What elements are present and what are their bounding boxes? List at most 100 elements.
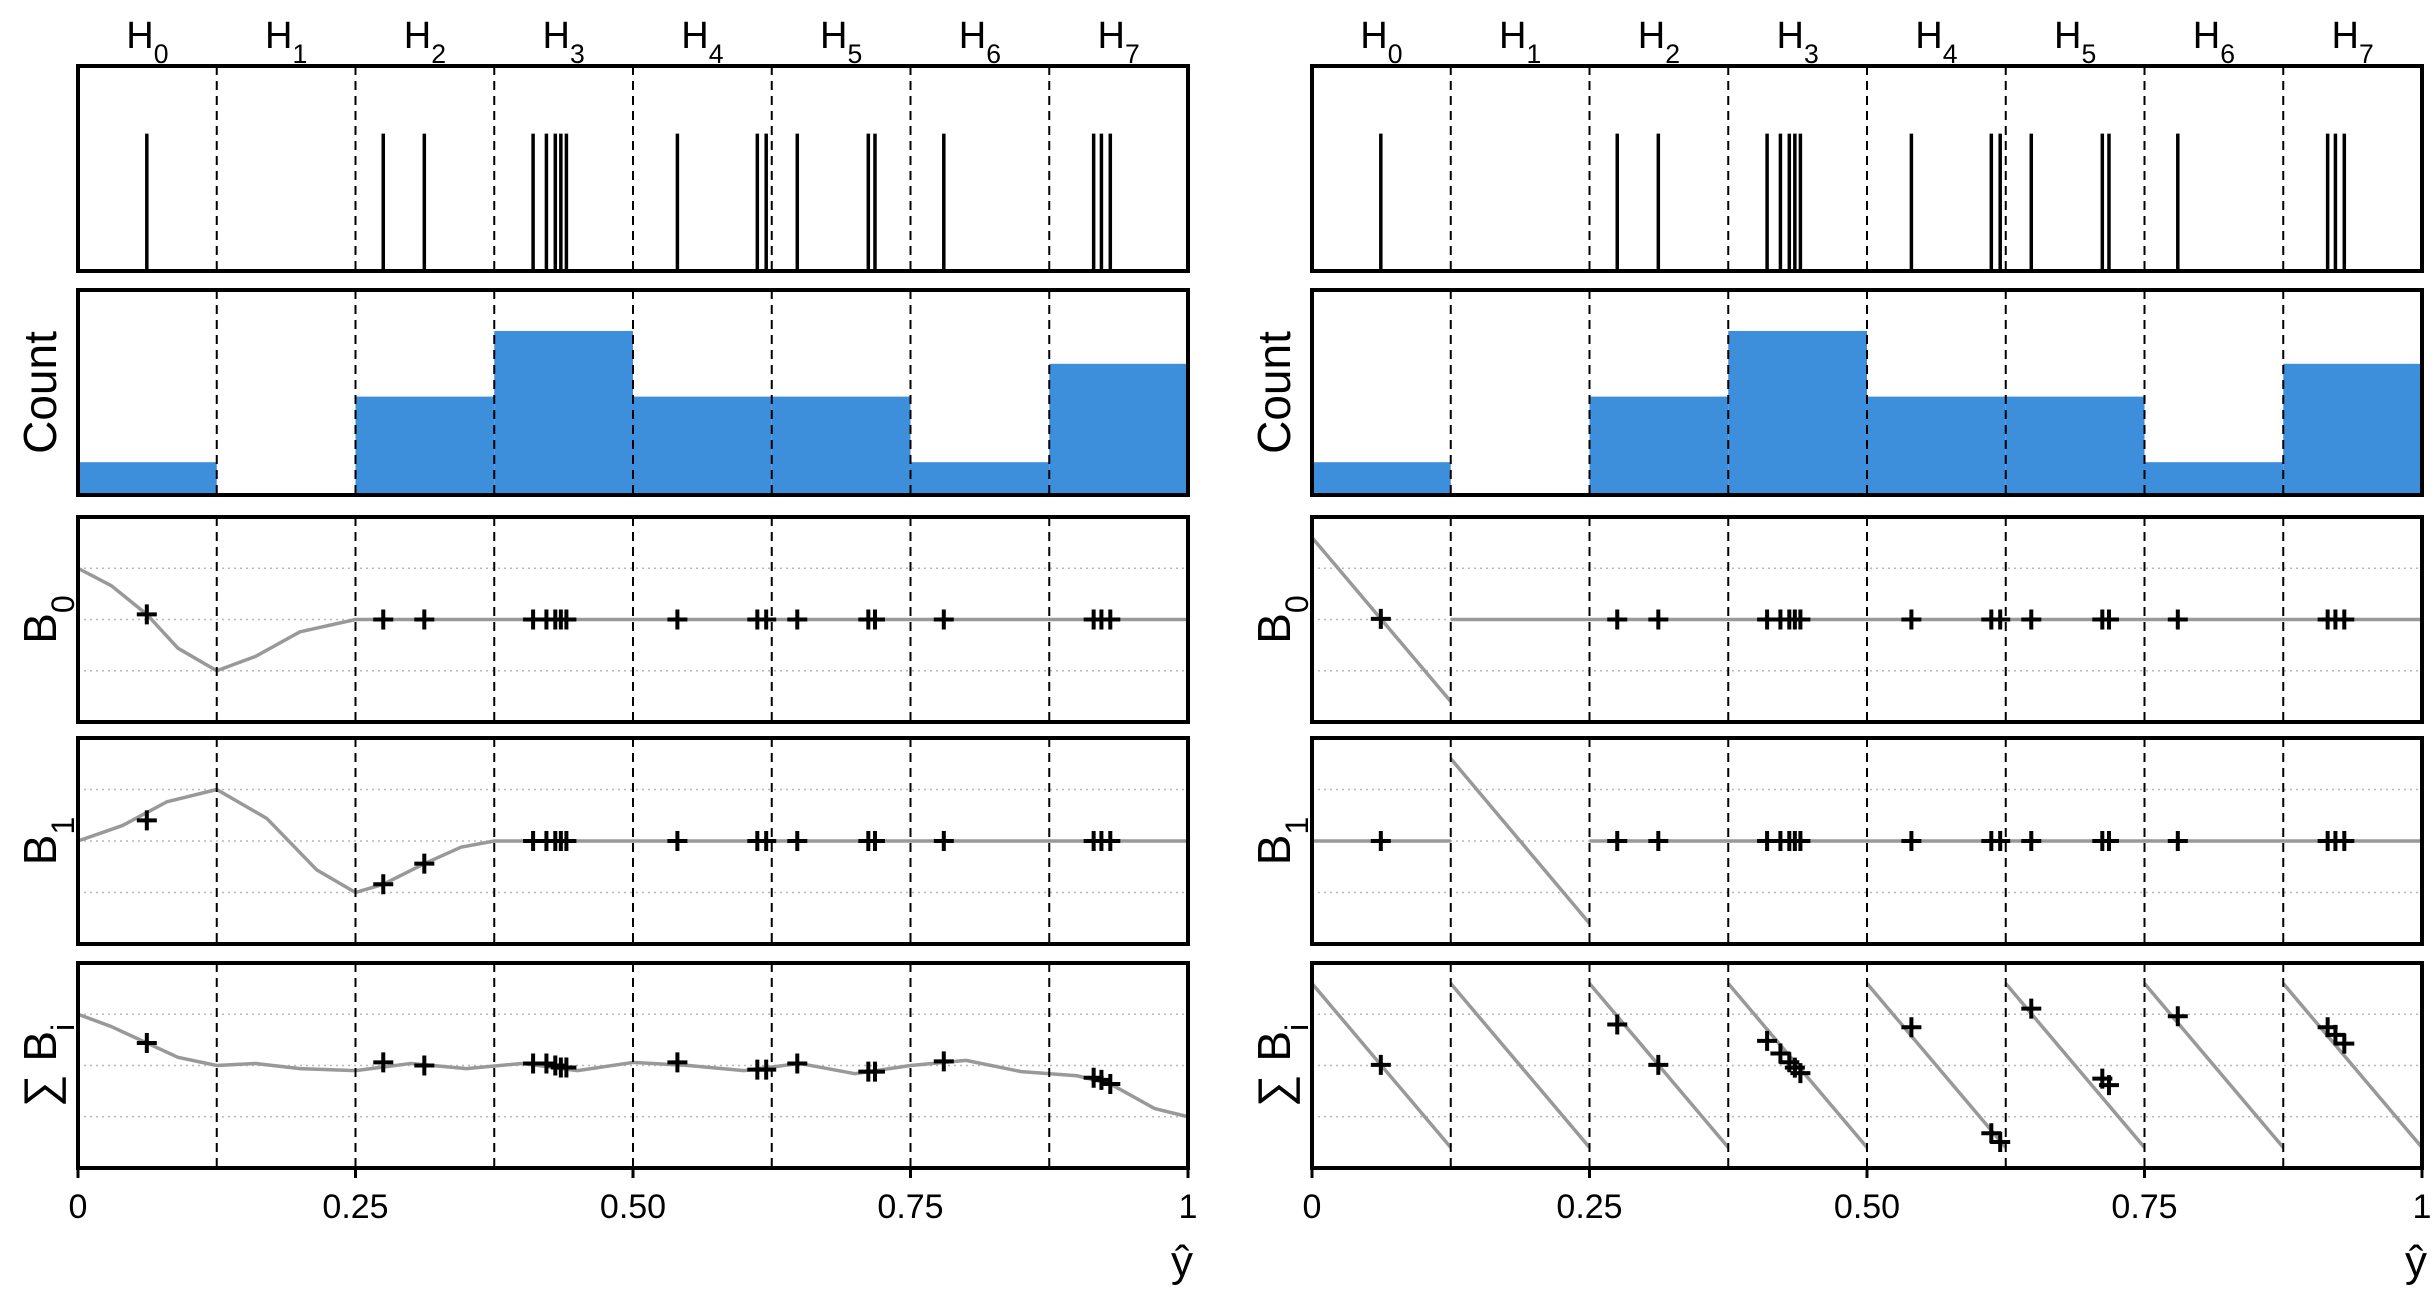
marker-B0-0 bbox=[1370, 608, 1391, 629]
ylabel-B1: B1 bbox=[14, 817, 81, 866]
marker-B0-11 bbox=[787, 609, 808, 630]
marker-B0-17 bbox=[2334, 609, 2355, 630]
marker-sum-16 bbox=[2325, 1024, 2346, 1045]
marker-sum-10 bbox=[1990, 1131, 2011, 1152]
panel-frame-0 bbox=[1310, 64, 2424, 273]
marker-sum-4 bbox=[1770, 1043, 1791, 1064]
bin-label-4: H4 bbox=[1915, 15, 1957, 69]
marker-B1-0 bbox=[136, 810, 157, 831]
bin-label-3: H3 bbox=[543, 15, 585, 69]
marker-B1-2 bbox=[414, 853, 435, 874]
marker-B1-11 bbox=[787, 831, 808, 851]
marker-sum-7 bbox=[1790, 1063, 1811, 1084]
bin-label-0: H0 bbox=[126, 15, 168, 69]
x-tick-label-4: 1 bbox=[2413, 1188, 2432, 1226]
count-bar-7 bbox=[2283, 363, 2422, 495]
x-tick-label-3: 0.75 bbox=[2111, 1188, 2177, 1226]
marker-B1-17 bbox=[2334, 831, 2355, 851]
count-bar-3 bbox=[1728, 331, 1867, 495]
count-bar-7 bbox=[1049, 363, 1188, 495]
marker-B1-14 bbox=[933, 831, 954, 851]
count-bar-5 bbox=[2005, 396, 2145, 495]
marker-B1-17 bbox=[1100, 831, 1121, 851]
marker-B0-14 bbox=[2167, 609, 2188, 630]
bin-label-7: H7 bbox=[2332, 15, 2374, 69]
marker-sum-13 bbox=[2098, 1075, 2119, 1096]
marker-B1-1 bbox=[373, 874, 394, 895]
bin-label-4: H4 bbox=[681, 15, 723, 69]
ylabel-B0: B0 bbox=[14, 595, 81, 644]
ylabel-count: Count bbox=[14, 331, 66, 454]
count-bar-6 bbox=[910, 462, 1050, 495]
bin-label-2: H2 bbox=[1638, 15, 1680, 69]
panel-frame-3 bbox=[76, 736, 1190, 946]
chart-smooth-basis: H0 H1 H2 H3 H4 H5 H6 H7 Count B0 B1 ∑ Bi 0 0.25 0.50 0.… bbox=[14, 15, 1197, 1286]
ylabel-B1: B1 bbox=[1248, 817, 1315, 866]
panel-frame-0 bbox=[76, 64, 1190, 273]
marker-B1-2 bbox=[1648, 831, 1669, 851]
marker-B1-8 bbox=[667, 831, 688, 851]
bin-label-3: H3 bbox=[1777, 15, 1819, 69]
count-bar-2 bbox=[355, 396, 495, 495]
bin-label-0: H0 bbox=[1360, 15, 1402, 69]
marker-sum-0 bbox=[1370, 1054, 1391, 1075]
marker-B1-10 bbox=[756, 831, 777, 851]
marker-sum-4 bbox=[536, 1053, 557, 1074]
marker-sum-16 bbox=[1091, 1069, 1112, 1090]
marker-sum-17 bbox=[1100, 1073, 1121, 1094]
marker-sum-1 bbox=[373, 1052, 394, 1073]
count-bar-5 bbox=[771, 396, 911, 495]
marker-sum-8 bbox=[1901, 1017, 1922, 1038]
marker-B0-14 bbox=[933, 609, 954, 630]
segment-sum-6 bbox=[2143, 982, 2285, 1149]
chart-linear-basis: H0 H1 H2 H3 H4 H5 H6 H7 Count B0 B1 ∑ Bi 0 0.25 0.50 0.… bbox=[1248, 15, 2431, 1286]
marker-B1-13 bbox=[864, 831, 885, 851]
segment-B1-1 bbox=[1449, 757, 1591, 925]
marker-B1-7 bbox=[556, 831, 577, 851]
x-axis-label: ŷ bbox=[2405, 1237, 2427, 1286]
count-bar-4 bbox=[633, 396, 772, 495]
marker-sum-11 bbox=[2021, 998, 2042, 1019]
marker-B1-0 bbox=[1370, 831, 1391, 851]
panel-frame-2 bbox=[76, 515, 1190, 724]
segment-sum-7 bbox=[2281, 982, 2424, 1149]
marker-sum-0 bbox=[136, 1032, 157, 1053]
marker-B0-13 bbox=[2098, 609, 2119, 630]
curve-B1 bbox=[77, 787, 1188, 895]
marker-B0-10 bbox=[756, 609, 777, 630]
marker-B0-2 bbox=[414, 609, 435, 630]
x-tick-label-1: 0.25 bbox=[322, 1188, 388, 1226]
marker-B1-8 bbox=[1901, 831, 1922, 851]
marker-sum-2 bbox=[1648, 1054, 1669, 1075]
marker-B0-10 bbox=[1990, 609, 2011, 630]
count-bar-0 bbox=[78, 462, 217, 495]
segment-sum-4 bbox=[1865, 982, 2008, 1149]
x-tick-label-2: 0.50 bbox=[600, 1188, 666, 1226]
marker-B0-17 bbox=[1100, 609, 1121, 630]
x-tick-label-2: 0.50 bbox=[1834, 1188, 1900, 1226]
bin-label-6: H6 bbox=[2193, 15, 2235, 69]
marker-sum-13 bbox=[864, 1061, 885, 1082]
x-axis-label: ŷ bbox=[1171, 1237, 1193, 1286]
bin-label-5: H5 bbox=[820, 15, 862, 69]
marker-B0-0 bbox=[136, 604, 157, 625]
segment-sum-5 bbox=[2004, 982, 2146, 1149]
x-tick-label-4: 1 bbox=[1179, 1188, 1198, 1226]
marker-B0-7 bbox=[556, 609, 577, 630]
marker-B0-2 bbox=[1648, 609, 1669, 630]
marker-B0-7 bbox=[1790, 609, 1811, 630]
marker-B0-1 bbox=[373, 609, 394, 630]
segment-sum-3 bbox=[1726, 982, 1869, 1149]
marker-sum-11 bbox=[787, 1053, 808, 1074]
marker-sum-7 bbox=[556, 1057, 577, 1078]
marker-sum-14 bbox=[2167, 1006, 2188, 1027]
marker-sum-10 bbox=[756, 1059, 777, 1080]
marker-sum-3 bbox=[1757, 1030, 1778, 1051]
bin-label-5: H5 bbox=[2054, 15, 2096, 69]
bin-label-6: H6 bbox=[959, 15, 1001, 69]
count-bar-3 bbox=[494, 331, 633, 495]
marker-sum-9 bbox=[1981, 1123, 2002, 1144]
marker-B1-10 bbox=[1990, 831, 2011, 851]
marker-sum-14 bbox=[933, 1051, 954, 1072]
